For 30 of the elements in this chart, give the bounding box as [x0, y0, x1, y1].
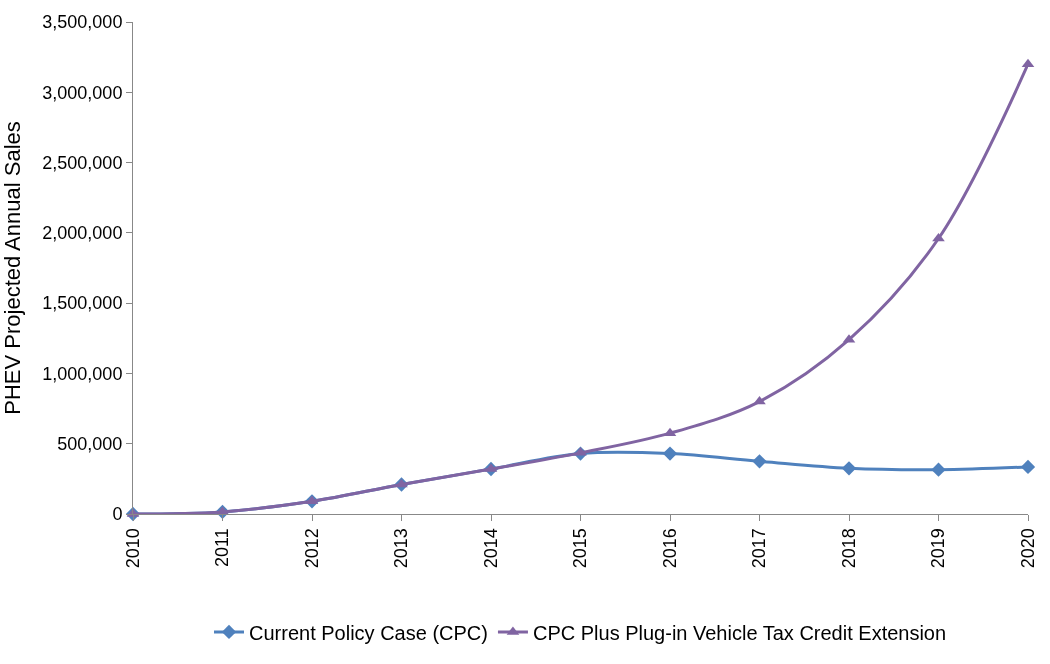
y-axis-title: PHEV Projected Annual Sales	[0, 121, 26, 415]
y-tick-label: 0	[112, 504, 123, 525]
legend-label: Current Policy Case (CPC)	[249, 621, 488, 644]
point	[752, 454, 767, 469]
x-tick-label: 2019	[928, 528, 949, 569]
y-tick-label: 2,000,000	[42, 223, 123, 244]
point	[305, 495, 319, 505]
legend-label: CPC Plus Plug-in Vehicle Tax Credit Extension	[532, 621, 947, 644]
x-tick-label: 2011	[212, 528, 233, 567]
point	[841, 461, 857, 476]
point	[1020, 459, 1036, 475]
x-tick-label: 2014	[480, 528, 501, 569]
x-tick-label: 2020	[1017, 528, 1038, 569]
y-tick-label: 3,500,000	[42, 12, 123, 33]
y-tick-label: 2,500,000	[42, 152, 123, 173]
y-tick-label: 500,000	[57, 434, 123, 455]
x-tick-label: 2015	[570, 528, 591, 569]
y-tick-label: 1,000,000	[42, 363, 123, 384]
y-tick-label: 3,000,000	[42, 82, 123, 103]
y-tick-label: 1,500,000	[42, 293, 123, 314]
x-tick-label: 2018	[838, 528, 859, 569]
x-tick-label: 2016	[659, 528, 680, 569]
point	[931, 462, 946, 477]
x-tick-label: 2013	[391, 528, 412, 569]
x-tick-label: 2010	[122, 528, 143, 569]
point	[662, 446, 678, 461]
x-tick-label: 2012	[301, 528, 322, 569]
point	[395, 478, 408, 488]
point	[932, 232, 945, 242]
x-tick-label: 2017	[749, 528, 770, 569]
